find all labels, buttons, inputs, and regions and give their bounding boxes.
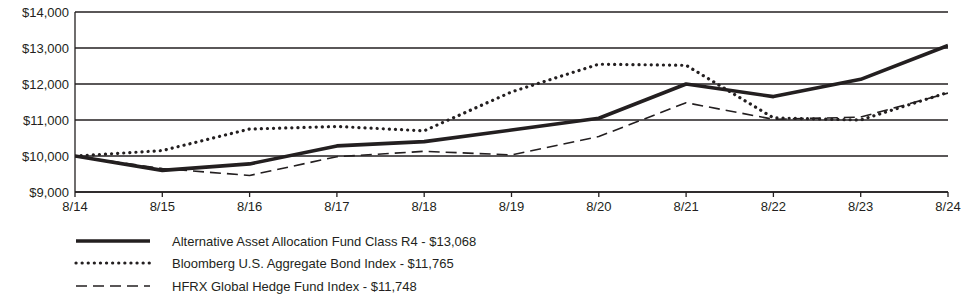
grid-line [75,155,948,156]
x-tick-label: 8/17 [324,199,349,214]
x-tick [424,192,425,197]
legend-label: HFRX Global Hedge Fund Index - $11,748 [172,279,417,294]
x-tick [74,192,75,197]
x-tick-label: 8/24 [935,199,960,214]
chart: $9,000 $10,000 $11,000 $12,000 $13,000 $14,00… [0,0,975,304]
x-tick [162,192,163,197]
grid-line [75,83,948,84]
x-tick [249,192,250,197]
legend-label: Bloomberg U.S. Aggregate Bond Index - $1… [172,256,454,271]
y-tick-label: $9,000 [29,185,69,200]
lines [75,46,948,176]
legend-swatch [76,285,150,287]
y-tick-label: $11,000 [23,113,69,128]
series-line [75,64,948,156]
y-tick-label: $12,000 [22,77,69,92]
grid-line [75,119,948,120]
x-tick [685,192,686,197]
x-tick-label: 8/22 [761,199,786,214]
legend-swatch [76,261,150,264]
series-line [75,46,948,171]
x-tick [947,192,948,197]
x-tick [336,192,337,197]
x-tick-label: 8/21 [673,199,698,214]
x-tick [773,192,774,197]
x-tick-label: 8/23 [848,199,873,214]
x-tick-label: 8/14 [62,199,87,214]
y-tick-label: $13,000 [22,41,69,56]
grid-line [75,47,948,48]
x-tick [598,192,599,197]
y-tick-label: $10,000 [22,149,69,164]
y-axis [74,12,75,192]
x-tick [511,192,512,197]
legend-label: Alternative Asset Allocation Fund Class … [172,234,476,249]
grid-line [75,11,948,12]
x-tick-label: 8/20 [586,199,611,214]
y-tick-label: $14,000 [22,5,69,20]
legend-swatch [76,239,150,243]
x-tick-label: 8/19 [499,199,524,214]
series-line [75,93,948,175]
x-tick-label: 8/16 [237,199,262,214]
x-tick-label: 8/15 [150,199,175,214]
x-tick-label: 8/18 [412,199,437,214]
x-tick [860,192,861,197]
